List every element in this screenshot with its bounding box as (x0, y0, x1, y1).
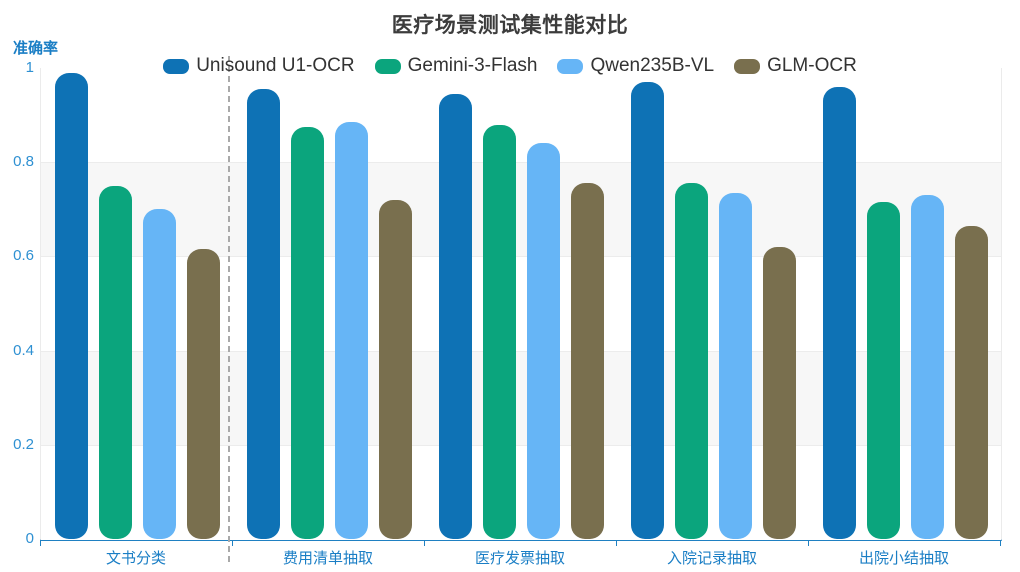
y-tick-label: 0.6 (13, 247, 34, 264)
bar-group-2 (233, 68, 425, 539)
x-axis-label-3: 医疗发票抽取 (474, 550, 565, 567)
legend-swatch (374, 58, 401, 74)
bar-glm-ocr-4 (762, 247, 796, 539)
x-axis-tick-mark (1000, 540, 1001, 546)
bar-group-3 (425, 68, 617, 539)
legend-item-glm-ocr[interactable]: GLM-OCR (734, 55, 857, 77)
y-tick-label: 1 (25, 59, 34, 76)
legend-item-gemini-3-flash[interactable]: Gemini-3-Flash (374, 55, 538, 77)
legend: Unisound U1-OCR Gemini-3-Flash Qwen235B-VL… (0, 54, 1020, 78)
legend-swatch (557, 58, 584, 74)
legend-label: Qwen235B-VL (590, 55, 715, 76)
x-axis-label-5: 出院小结抽取 (858, 550, 949, 567)
bar-gemini-3-flash-1 (98, 186, 132, 539)
bar-glm-ocr-3 (570, 183, 604, 539)
legend-item-qwen235b-vl[interactable]: Qwen235B-VL (557, 55, 714, 77)
y-axis-name: 准确率 (13, 40, 59, 57)
y-tick-label: 0.4 (13, 342, 34, 359)
bar-qwen235b-vl-2 (334, 122, 368, 539)
x-axis-label-2: 费用清单抽取 (282, 550, 373, 567)
bar-glm-ocr-1 (186, 249, 220, 539)
bar-gemini-3-flash-5 (866, 202, 900, 539)
bar-unisound-u1-ocr-1 (54, 73, 88, 539)
x-axis-label-4: 入院记录抽取 (666, 550, 757, 567)
legend-label: GLM-OCR (767, 55, 857, 76)
legend-swatch (163, 58, 190, 74)
dashed-separator-line (228, 56, 230, 562)
legend-swatch (734, 58, 761, 74)
bar-group-1 (41, 68, 233, 539)
x-axis-tick-mark (40, 540, 41, 546)
y-tick-label: 0 (25, 530, 34, 547)
legend-label: Unisound U1-OCR (196, 55, 355, 76)
bar-qwen235b-vl-1 (142, 209, 176, 539)
bar-qwen235b-vl-4 (718, 193, 752, 539)
y-tick-label: 0.2 (13, 436, 34, 453)
x-axis-tick-mark (808, 540, 809, 546)
bar-unisound-u1-ocr-5 (822, 87, 856, 539)
bar-gemini-3-flash-2 (290, 127, 324, 539)
bar-glm-ocr-2 (378, 200, 412, 539)
chart-title: 医疗场景测试集性能对比 (391, 14, 629, 37)
bar-group-4 (617, 68, 809, 539)
plot-area (40, 68, 1002, 541)
x-axis-tick-mark (232, 540, 233, 546)
bar-unisound-u1-ocr-4 (630, 82, 664, 539)
bar-unisound-u1-ocr-2 (246, 89, 280, 539)
bar-unisound-u1-ocr-3 (438, 94, 472, 539)
x-axis-tick-mark (424, 540, 425, 546)
x-axis-label-1: 文书分类 (105, 550, 166, 567)
legend-label: Gemini-3-Flash (407, 55, 538, 76)
x-axis-tick-mark (616, 540, 617, 546)
y-tick-label: 0.8 (13, 153, 34, 170)
bar-glm-ocr-5 (954, 226, 988, 539)
bar-group-5 (809, 68, 1001, 539)
bar-qwen235b-vl-5 (910, 195, 944, 539)
bar-gemini-3-flash-3 (482, 125, 516, 539)
bar-qwen235b-vl-3 (526, 143, 560, 539)
bar-gemini-3-flash-4 (674, 183, 708, 539)
legend-item-unisound-u1-ocr[interactable]: Unisound U1-OCR (163, 55, 355, 77)
